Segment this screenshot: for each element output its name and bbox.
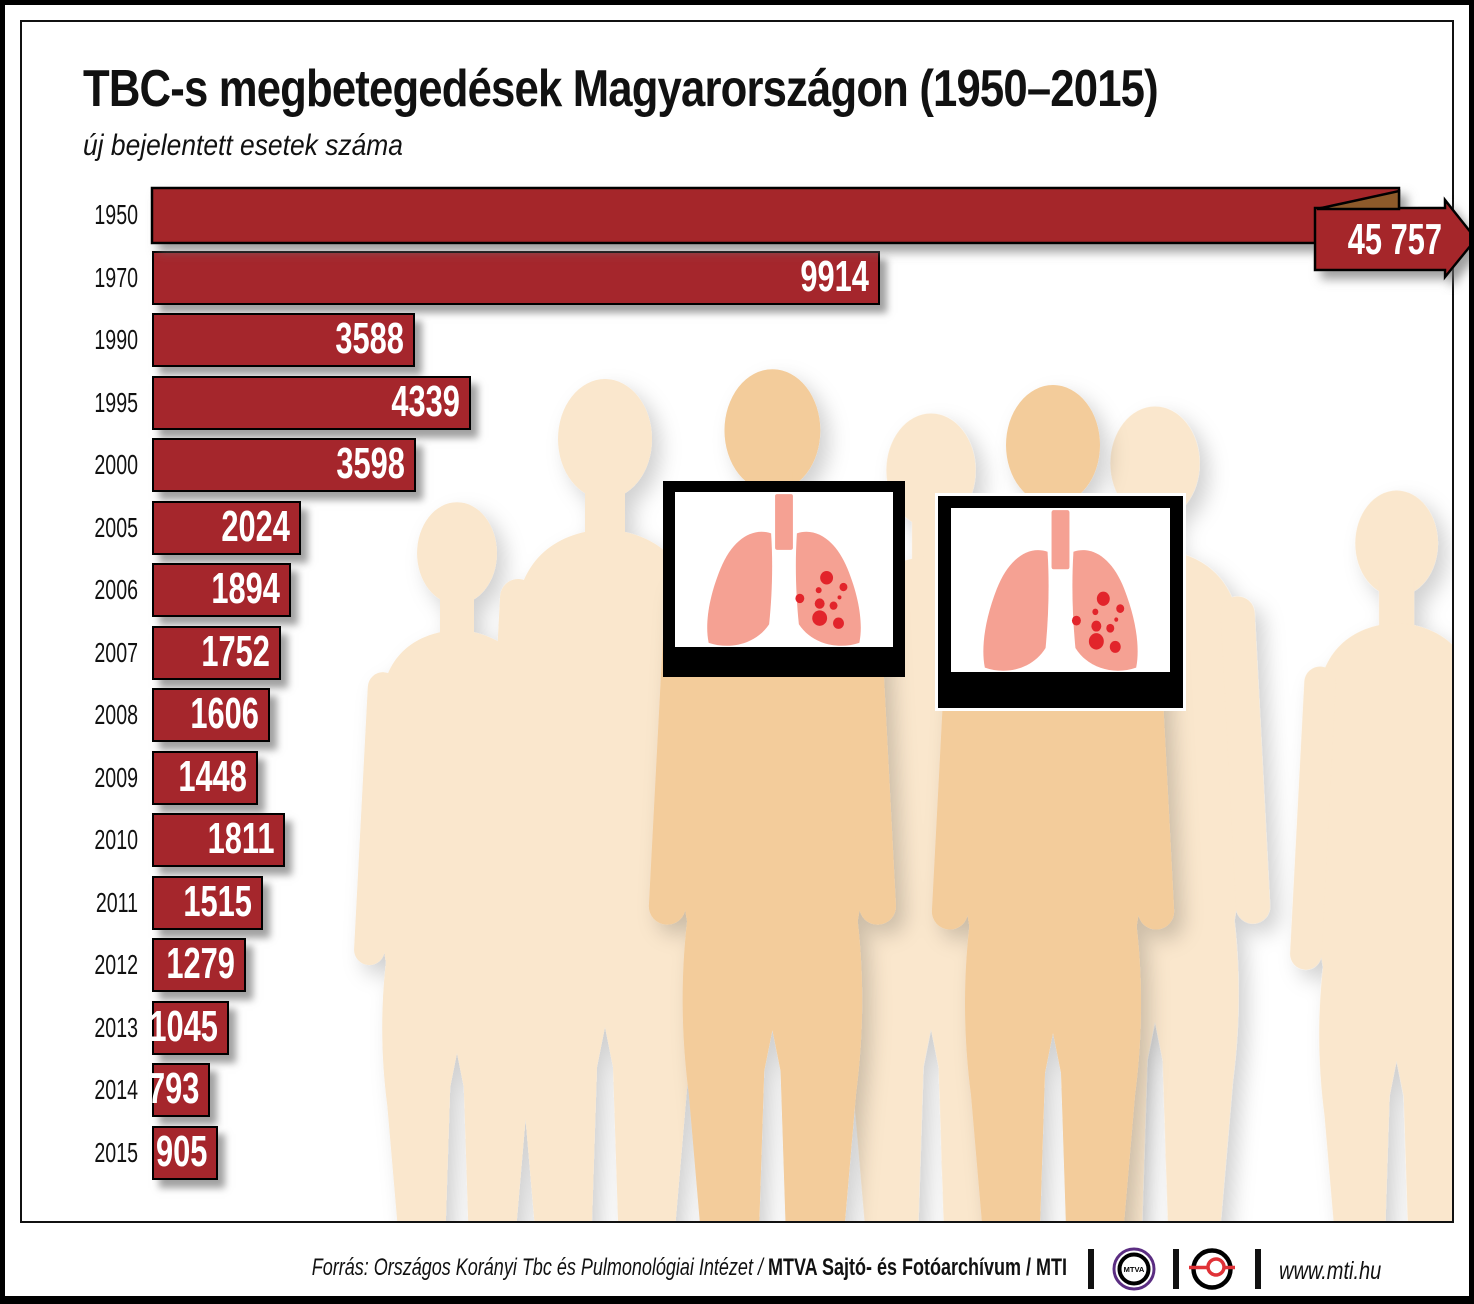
bar-value-1990: 3588 <box>335 314 404 364</box>
bar-2008: 1606 <box>152 688 270 742</box>
bar-2000: 3598 <box>152 438 416 492</box>
lungs-icon <box>707 494 861 646</box>
bar-value-1995: 4339 <box>391 377 460 427</box>
bar-value-2008: 1606 <box>190 689 259 739</box>
year-label-1950: 1950 <box>94 199 138 230</box>
year-label-2012: 2012 <box>94 949 138 980</box>
archive-text: MTVA Sajtó- és Fotóarchívum / MTI <box>767 1254 1067 1281</box>
bar-1995: 4339 <box>152 376 471 430</box>
website-link[interactable]: www.mti.hu <box>1279 1257 1382 1285</box>
mtva-logo-label: MTVA <box>1124 1265 1145 1274</box>
bar-value-1950: 45 757 <box>1348 216 1442 265</box>
year-label-1990: 1990 <box>94 324 138 355</box>
lung-xray-card-2 <box>938 496 1183 708</box>
page-title: TBC-s megbetegedések Magyarországon (195… <box>83 60 1159 118</box>
year-label-2015: 2015 <box>94 1137 138 1168</box>
year-label-2008: 2008 <box>94 699 138 730</box>
mti-logo-icon <box>1189 1248 1235 1290</box>
bar-2014: 793 <box>148 1063 210 1117</box>
bar-2013: 1045 <box>149 1001 229 1055</box>
bar-value-2012: 1279 <box>166 939 235 989</box>
bar-2012: 1279 <box>152 938 246 992</box>
bar-2006: 1894 <box>152 563 291 617</box>
year-label-2013: 2013 <box>94 1012 138 1043</box>
year-label-1995: 1995 <box>94 387 138 418</box>
bar-1950-overflow-arrow: 45 757 <box>150 186 1469 281</box>
bar-value-2014: 793 <box>147 1064 199 1114</box>
source-text: Forrás: Országos Korányi Tbc és Pulmonol… <box>311 1254 753 1281</box>
bar-1970: 9914 <box>152 251 880 305</box>
bar-value-1970: 9914 <box>800 252 869 302</box>
bar-value-2013: 1045 <box>149 1002 218 1052</box>
bar-2005: 2024 <box>152 501 301 555</box>
source-line: Forrás: Országos Korányi Tbc és Pulmonol… <box>312 1254 1067 1282</box>
bar-2015: 905 <box>152 1126 218 1180</box>
year-label-2011: 2011 <box>95 887 138 918</box>
year-label-2007: 2007 <box>94 637 138 668</box>
mtva-logo-icon: MTVA <box>1112 1247 1156 1291</box>
bar-value-2011: 1515 <box>183 877 252 927</box>
bar-1990: 3588 <box>152 313 415 367</box>
bar-2009: 1448 <box>152 751 258 805</box>
year-label-2005: 2005 <box>94 512 138 543</box>
year-label-2014: 2014 <box>94 1074 138 1105</box>
lung-xray-card-1 <box>663 481 905 677</box>
bar-value-2000: 3598 <box>336 439 405 489</box>
footer-divider <box>1088 1249 1094 1289</box>
footer-divider <box>1173 1249 1179 1289</box>
year-label-2000: 2000 <box>94 449 138 480</box>
bar-chart: 1950 1970 9914 1990 3588 1995 4339 2000 3598 2005… <box>5 5 1469 1296</box>
folded-corner <box>1316 189 1401 211</box>
footer-divider <box>1255 1249 1261 1289</box>
year-label-2006: 2006 <box>94 574 138 605</box>
page-subtitle: új bejelentett esetek száma <box>83 129 403 162</box>
tbc-spots <box>795 571 848 629</box>
bar-2010: 1811 <box>152 813 285 867</box>
bar-value-2005: 2024 <box>221 502 290 552</box>
tbc-spots <box>1071 591 1125 653</box>
bar-value-2006: 1894 <box>211 564 280 614</box>
bar-2007: 1752 <box>152 626 281 680</box>
bar-value-2010: 1811 <box>207 814 274 864</box>
bar-1950 <box>150 186 1401 245</box>
year-label-2010: 2010 <box>94 824 138 855</box>
bar-value-2007: 1752 <box>201 627 270 677</box>
year-label-1970: 1970 <box>94 262 138 293</box>
bar-value-2009: 1448 <box>178 752 247 802</box>
value-arrow <box>1313 196 1469 281</box>
lungs-icon <box>983 510 1138 671</box>
bar-value-2015: 905 <box>155 1127 207 1177</box>
source-separator: / <box>752 1254 768 1281</box>
year-label-2009: 2009 <box>94 762 138 793</box>
bar-2011: 1515 <box>152 876 263 930</box>
